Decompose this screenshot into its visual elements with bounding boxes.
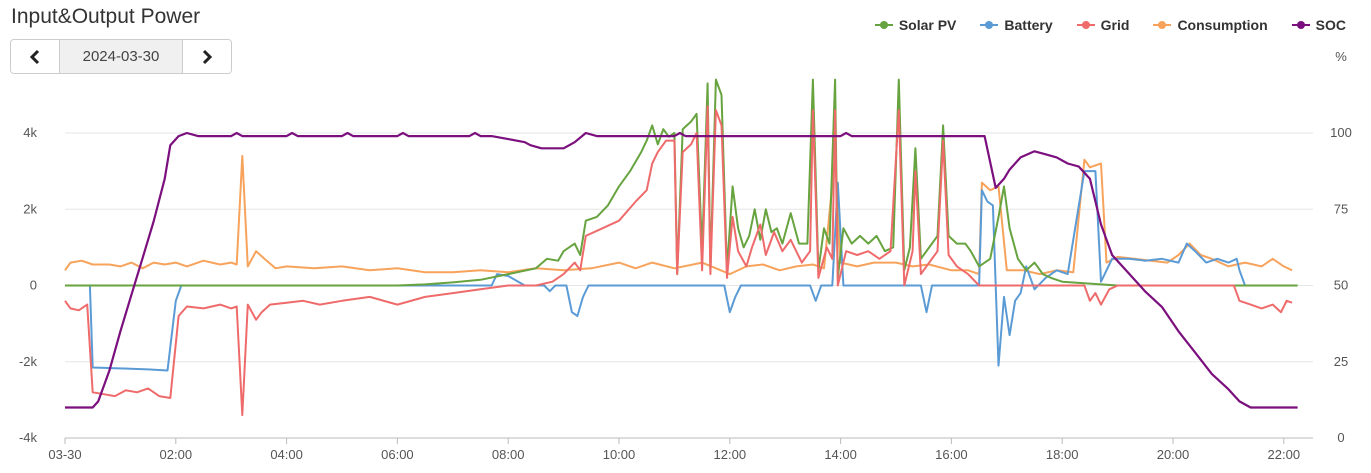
x-tick-label: 12:00 xyxy=(714,447,747,462)
legend-item-battery[interactable]: Battery xyxy=(980,17,1053,33)
legend-item-grid[interactable]: Grid xyxy=(1076,17,1130,33)
legend-swatch xyxy=(1291,19,1310,31)
date-navigator: 2024-03-30 xyxy=(10,39,232,74)
y-left-tick-label: -2k xyxy=(19,354,38,369)
y-left-tick-label: 0 xyxy=(30,278,37,293)
legend-item-consumption[interactable]: Consumption xyxy=(1153,17,1268,33)
legend-swatch xyxy=(1153,19,1172,31)
chart-title: Input&Output Power xyxy=(11,5,201,28)
legend-label: Battery xyxy=(1004,17,1053,33)
x-tick-label: 06:00 xyxy=(381,447,414,462)
series-line-battery xyxy=(65,170,1298,372)
prev-date-button[interactable] xyxy=(11,40,59,73)
x-tick-label: 04:00 xyxy=(270,447,303,462)
series-line-solar-pv xyxy=(65,78,1298,287)
legend-label: Grid xyxy=(1100,17,1130,33)
series-line-grid xyxy=(64,105,1293,417)
legend-label: SOC xyxy=(1315,17,1346,33)
legend-swatch xyxy=(980,19,999,31)
date-display[interactable]: 2024-03-30 xyxy=(59,40,183,73)
x-tick-label: 18:00 xyxy=(1046,447,1079,462)
legend-item-soc[interactable]: SOC xyxy=(1291,17,1346,33)
y-right-unit-label: % xyxy=(1335,49,1347,64)
x-tick-label: 16:00 xyxy=(935,447,968,462)
legend-label: Consumption xyxy=(1177,17,1268,33)
series-line-soc xyxy=(65,131,1298,409)
x-tick-label: 22:00 xyxy=(1268,447,1301,462)
legend-label: Solar PV xyxy=(898,17,957,33)
x-tick-label: 14:00 xyxy=(824,447,857,462)
y-right-tick-label: 25 xyxy=(1334,354,1348,369)
next-date-button[interactable] xyxy=(183,40,231,73)
chevron-right-icon xyxy=(202,49,213,64)
y-right-tick-label: 0 xyxy=(1337,430,1344,445)
y-right-tick-label: 50 xyxy=(1334,278,1348,293)
x-tick-label: 08:00 xyxy=(492,447,525,462)
y-left-tick-label: -4k xyxy=(19,430,38,445)
legend-swatch xyxy=(874,19,893,31)
x-tick-label: 20:00 xyxy=(1157,447,1190,462)
chart-legend: Solar PV Battery Grid Consumption SOC xyxy=(874,17,1346,33)
chevron-left-icon xyxy=(29,49,40,64)
legend-swatch xyxy=(1076,19,1095,31)
x-tick-label: 03-30 xyxy=(48,447,81,462)
y-left-tick-label: 2k xyxy=(23,201,37,216)
y-left-tick-label: 4k xyxy=(23,125,37,140)
legend-item-solar-pv[interactable]: Solar PV xyxy=(874,17,957,33)
y-right-tick-label: 75 xyxy=(1334,201,1348,216)
x-tick-label: 02:00 xyxy=(160,447,193,462)
y-right-tick-label: 100 xyxy=(1330,125,1352,140)
x-tick-label: 10:00 xyxy=(603,447,636,462)
